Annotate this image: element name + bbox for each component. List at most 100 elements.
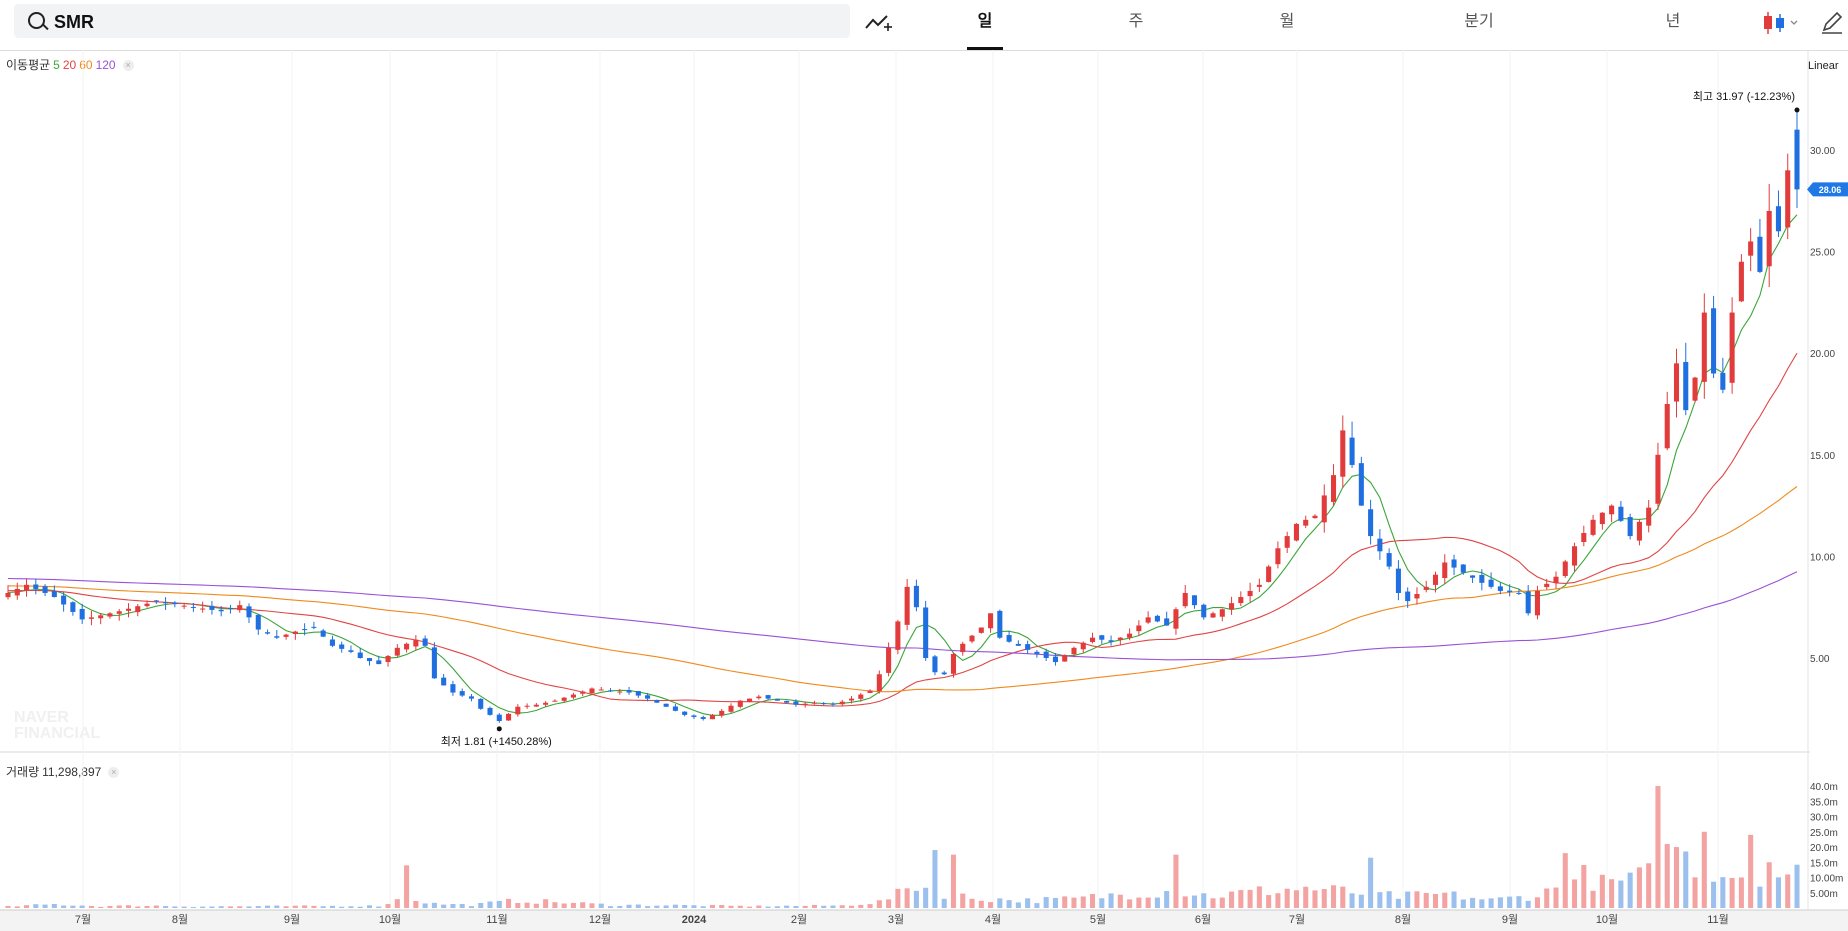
volume-bar [1646,863,1652,908]
volume-bar [1794,864,1800,908]
volume-bar [385,904,391,908]
volume-bar [1590,890,1596,908]
candle-body [1117,637,1123,640]
x-tick-label: 11월 [486,913,508,926]
candle-body [1062,654,1068,662]
volume-bar [747,906,753,908]
volume-bar [376,906,382,908]
volume-bar [737,905,743,908]
x-tick-label: 10월 [379,913,401,926]
volume-bar [1284,888,1290,908]
volume-bar [311,905,317,908]
volume-bar [1609,879,1615,908]
candle-body [1451,559,1457,568]
x-tick-label: 7월 [1289,913,1305,926]
chart-type-button[interactable] [1760,10,1800,36]
candle-body [459,691,465,696]
candle-body [1071,647,1077,655]
candle-body [1395,568,1401,593]
scale-mode-toggle[interactable]: Linear [1808,60,1839,72]
volume-bar [1618,880,1624,908]
volume-bar [1052,897,1058,908]
tab-year[interactable]: 년 [1665,13,1681,30]
volume-bar [876,900,882,908]
volume-bar [1377,892,1383,908]
volume-bar [1108,893,1114,908]
candle-body [663,703,669,707]
volume-bar [1349,893,1355,908]
volume-bar [821,905,827,908]
volume-bar [218,906,224,908]
volume-bar [42,904,48,908]
candle-body [561,697,567,701]
candle-body [1173,609,1179,629]
volume-bar [1043,897,1049,908]
candle-body [302,629,308,631]
volume-tick-label: 25.0m [1810,828,1838,839]
candle-body [607,690,614,692]
candle-body [376,660,382,665]
close-volume-icon[interactable]: × [108,767,120,779]
tab-month[interactable]: 월 [1279,13,1295,30]
candle-body [1266,566,1272,582]
volume-bar [246,906,252,908]
volume-bar [125,905,132,908]
tab-quarter[interactable]: 분기 [1464,13,1494,30]
high-marker [1794,107,1800,113]
volume-bar [468,906,475,908]
volume-bar [227,906,234,908]
candle-body [1080,642,1086,650]
volume-bar [969,898,975,908]
candle-body [821,703,827,705]
candle-body [172,602,178,605]
candle-body [274,636,280,638]
candle-body [1145,617,1151,623]
volume-bar [524,902,530,908]
search-box[interactable] [14,4,850,38]
candle-body [1052,656,1058,663]
add-indicator-button[interactable] [864,10,894,34]
volume-bar [274,905,280,908]
volume-bar [1154,897,1160,908]
volume-bar [1136,897,1142,908]
candle-body [793,701,799,705]
candle-body [1497,586,1503,591]
volume-bar [283,906,289,908]
current-price-label: 28.06 [1819,185,1842,195]
volume-bar [1711,881,1717,908]
drawing-tool-button[interactable] [1820,10,1844,36]
close-ma-icon[interactable]: × [122,60,134,72]
volume-bar [1025,898,1031,908]
candle-body [1089,637,1096,642]
volume-bar [172,906,178,908]
candle-body [246,606,252,618]
volume-bar [1516,896,1522,908]
candle-body [1229,603,1235,610]
candle-body [1729,312,1735,383]
candle-body [265,632,271,634]
candle-body [218,609,224,612]
candle-body [1330,475,1337,502]
tab-day[interactable]: 일 [955,0,1015,50]
volume-bar [1738,877,1744,908]
candle-body [515,706,521,715]
search-input[interactable] [52,7,836,37]
x-tick-label: 12월 [589,913,611,926]
candle-body [1442,562,1448,579]
price-volume-chart[interactable]: 7월 8월 9월 10월 11월 12월 2024 2월 3월 4월 5월 6월 7월 8월 9월 10월 11… [0,50,1848,931]
candle-body [1673,363,1680,402]
volume-bar [811,904,817,908]
candle-body [858,694,864,699]
volume-bar [1099,898,1105,908]
volume-tick-label: 5.00m [1810,889,1838,900]
volume-bar [1655,786,1661,908]
volume-bar [1293,890,1299,908]
candle-body [654,699,660,703]
volume-bar [441,904,447,908]
candle-body [1618,506,1624,521]
x-tick-label: 3월 [888,913,904,926]
volume-bar [1720,877,1726,908]
tab-week[interactable]: 주 [1128,13,1144,30]
candle-body [42,586,48,593]
top-toolbar: 일 주 월 분기 년 [0,0,1848,51]
